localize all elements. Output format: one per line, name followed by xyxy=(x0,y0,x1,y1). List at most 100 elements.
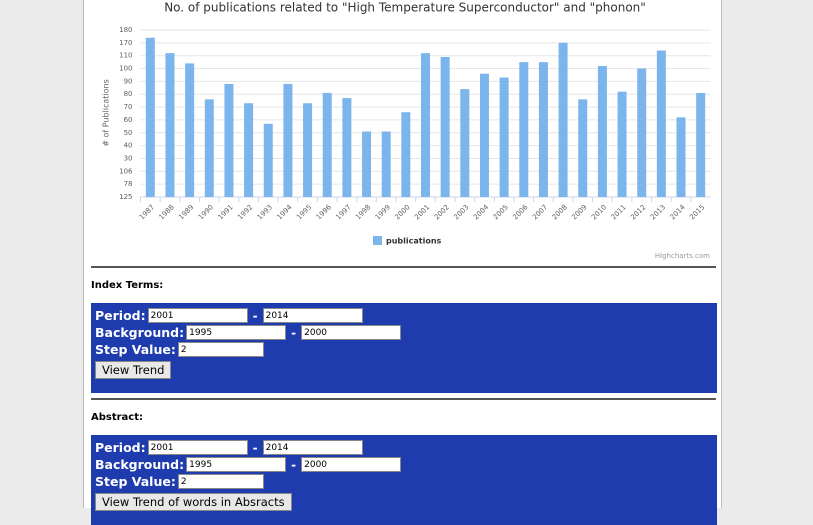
form-row: Background: - xyxy=(95,456,713,473)
y-tick-label: 40 xyxy=(124,142,133,150)
page: No. of publications related to "High Tem… xyxy=(83,0,722,525)
y-tick-label: 30 xyxy=(124,154,133,162)
divider xyxy=(91,266,716,268)
form-box: Period: - Background: - Step Value: View T… xyxy=(91,303,717,393)
period-to-input[interactable] xyxy=(262,308,363,323)
x-tick-label: 2013 xyxy=(649,203,667,221)
x-tick-label: 2002 xyxy=(433,203,451,221)
step-input[interactable] xyxy=(177,342,264,357)
y-tick-label: 106 xyxy=(119,167,133,175)
step-input[interactable] xyxy=(177,474,264,489)
x-tick-label: 1988 xyxy=(158,203,176,221)
separator: - xyxy=(291,457,297,472)
y-axis-title: # of Publications xyxy=(102,79,111,147)
bar xyxy=(597,65,607,197)
content-panel: No. of publications related to "High Tem… xyxy=(83,0,722,525)
separator: - xyxy=(252,308,258,323)
view-trend-words-button[interactable]: View Trend of words in Absracts xyxy=(95,493,292,511)
divider xyxy=(91,398,716,400)
section-heading: Index Terms: xyxy=(91,280,164,291)
bar xyxy=(440,56,450,197)
y-tick-label: 110 xyxy=(119,52,132,60)
background-from-input[interactable] xyxy=(186,457,287,472)
x-tick-label: 2009 xyxy=(570,203,588,221)
legend-label: publications xyxy=(386,237,442,246)
bar xyxy=(696,92,706,197)
credits: Highcharts.com xyxy=(655,252,710,260)
separator: - xyxy=(252,440,258,455)
x-tick-label: 1987 xyxy=(138,203,156,221)
label: Step Value: xyxy=(95,342,176,357)
x-tick-label: 2014 xyxy=(669,203,688,222)
x-tick-label: 2011 xyxy=(610,203,628,221)
bar xyxy=(303,103,313,197)
y-tick-label: 50 xyxy=(124,129,133,137)
x-tick-label: 1995 xyxy=(295,203,313,221)
label: Step Value: xyxy=(95,474,176,489)
separator: - xyxy=(291,325,297,340)
x-tick-label: 2007 xyxy=(531,203,549,221)
label: Background: xyxy=(95,325,185,340)
period-from-input[interactable] xyxy=(147,308,248,323)
x-tick-label: 2005 xyxy=(492,203,510,221)
label: Period: xyxy=(95,440,146,455)
x-tick-label: 1990 xyxy=(197,203,215,221)
bar xyxy=(165,53,175,197)
x-tick-label: 1991 xyxy=(217,203,235,221)
y-tick-label: 170 xyxy=(119,39,132,47)
x-tick-label: 1997 xyxy=(334,203,352,221)
bar xyxy=(656,50,666,197)
period-to-input[interactable] xyxy=(262,440,363,455)
bar xyxy=(479,73,489,197)
background-from-input[interactable] xyxy=(186,325,287,340)
form-row: Step Value: xyxy=(95,473,713,490)
x-tick-label: 1994 xyxy=(275,203,294,222)
bar xyxy=(519,62,529,197)
bar xyxy=(421,53,430,197)
bar xyxy=(538,62,548,197)
bar xyxy=(676,117,686,197)
y-tick-label: 100 xyxy=(119,65,132,73)
bar xyxy=(637,68,647,198)
x-tick-label: 1996 xyxy=(315,203,334,222)
chart: No. of publications related to "High Tem… xyxy=(102,1,711,260)
bar xyxy=(145,37,155,198)
y-tick-label: 180 xyxy=(119,26,132,34)
form-box: Period: - Background: - Step Value: View T… xyxy=(91,435,717,525)
bar xyxy=(401,112,411,197)
legend-swatch xyxy=(373,236,382,245)
label: Background: xyxy=(95,457,185,472)
bar xyxy=(263,123,273,197)
x-tick-label: 2012 xyxy=(629,203,647,221)
background-to-input[interactable] xyxy=(301,325,402,340)
y-tick-label: 90 xyxy=(124,77,133,85)
x-tick-label: 1998 xyxy=(354,203,372,221)
form-row: Background: - xyxy=(95,324,713,341)
y-tick-label: 70 xyxy=(124,103,133,111)
bar xyxy=(558,42,568,197)
form-row: Period: - xyxy=(95,307,713,324)
y-tick-label: 125 xyxy=(119,193,132,201)
bar xyxy=(322,92,332,197)
view-trend-button[interactable]: View Trend xyxy=(95,361,172,379)
y-tick-label: 78 xyxy=(124,180,133,188)
bar xyxy=(578,99,588,197)
x-tick-label: 1989 xyxy=(177,203,195,221)
x-tick-label: 2010 xyxy=(590,203,608,221)
x-tick-label: 2004 xyxy=(472,203,491,222)
chart-title: No. of publications related to "High Tem… xyxy=(164,1,646,15)
y-tick-label: 80 xyxy=(124,90,133,98)
bar xyxy=(499,77,509,197)
bar xyxy=(204,99,214,197)
bar xyxy=(381,131,391,197)
x-tick-label: 2000 xyxy=(393,203,411,221)
x-tick-label: 1999 xyxy=(374,203,392,221)
period-from-input[interactable] xyxy=(147,440,248,455)
label: Period: xyxy=(95,308,146,323)
bar xyxy=(362,131,372,197)
form-row: Step Value: xyxy=(95,341,713,358)
x-tick-label: 2003 xyxy=(452,203,470,221)
bar xyxy=(342,98,352,197)
background-to-input[interactable] xyxy=(301,457,402,472)
bar xyxy=(617,91,627,197)
